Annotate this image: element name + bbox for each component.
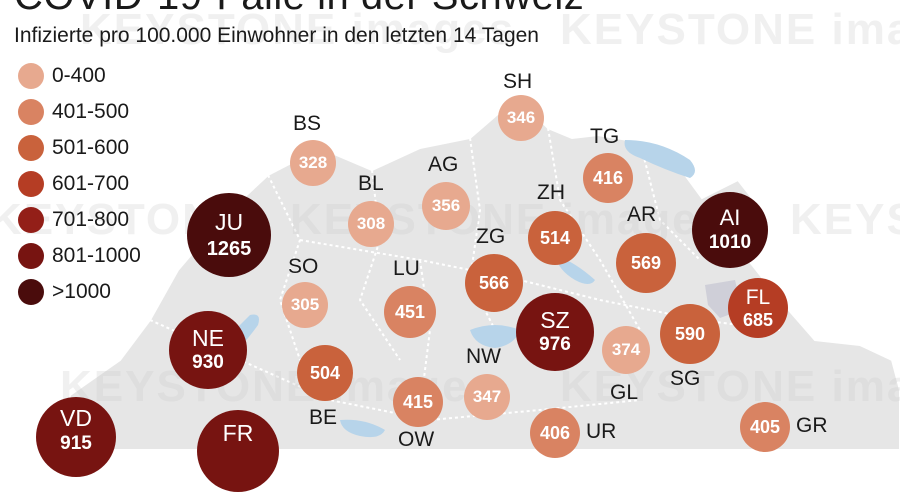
legend-swatch [18,207,44,233]
canton-label-ar: AR [627,203,657,226]
legend-swatch [18,279,44,305]
canton-value-be: 504 [309,362,341,383]
canton-bubble-zg: 566 [465,254,523,312]
canton-label-lu: LU [393,257,420,280]
legend-label: 401-500 [52,100,130,123]
canton-label-ju: JU [214,209,244,236]
canton-bubble-tg: 416 [583,153,633,203]
canton-label-ag: AG [428,153,459,176]
legend-label: 801-1000 [52,244,141,267]
canton-value-gr: 405 [749,416,781,437]
canton-label-zg: ZG [476,225,506,248]
canton-bubble-gl: 374 [602,326,650,374]
canton-label-vd: VD [60,405,92,431]
canton-bubble-ne: NE 930 [169,311,247,389]
legend-label: >1000 [52,280,111,303]
canton-label-bl: BL [358,172,384,195]
canton-value-sg: 590 [674,323,706,344]
canton-label-ur: UR [586,420,617,443]
canton-bubble-zh: 514 [528,211,582,265]
canton-label-bs: BS [293,112,322,135]
canton-label-sz: SZ [540,306,570,333]
canton-bubble-be: 504 [297,345,353,401]
canton-value-ju: 1265 [206,237,252,260]
canton-value-ne: 930 [192,352,224,374]
canton-bubble-gr: 405 [740,402,790,452]
canton-value-bl: 308 [356,214,386,233]
canton-label-sg: SG [670,367,701,390]
canton-bubble-fr: FR [197,410,279,492]
canton-label-tg: TG [590,125,620,148]
canton-bubble-ju: JU 1265 [187,193,271,277]
legend-label: 601-700 [52,172,130,195]
canton-label-zh: ZH [537,181,565,204]
lake-constance [624,140,695,178]
canton-value-sz: 976 [539,334,571,356]
canton-value-lu: 451 [394,301,426,322]
canton-bubble-so: 305 [282,282,328,328]
canton-label-ai: AI [719,205,741,231]
canton-value-nw: 347 [472,387,502,406]
canton-bubble-ag: 356 [422,182,470,230]
canton-bubble-sh: 346 [498,95,544,141]
canton-value-ag: 356 [431,196,461,215]
canton-label-so: SO [288,255,319,278]
chart-subtitle: Infizierte pro 100.000 Einwohner in den … [14,24,539,47]
canton-value-tg: 416 [592,167,624,188]
canton-value-vd: 915 [60,432,92,454]
legend-label: 701-800 [52,208,130,231]
canton-value-sh: 346 [506,108,536,127]
legend-label: 0-400 [52,64,106,87]
legend-label: 501-600 [52,136,130,159]
lake-lucerne [470,325,520,348]
canton-value-zg: 566 [478,272,510,293]
legend-swatch [18,243,44,269]
legend-swatch [18,171,44,197]
canton-value-gl: 374 [611,340,641,359]
canton-value-ur: 406 [539,422,571,443]
canton-bubble-sg: 590 [660,304,720,364]
canton-bubble-ai: AI 1010 [692,192,768,268]
lake-thun [340,419,385,438]
legend-swatch [18,63,44,89]
canton-bubble-ur: 406 [530,408,580,458]
canton-bubble-lu: 451 [384,286,436,338]
canton-label-gl: GL [610,381,639,404]
canton-value-fl: 685 [742,309,774,330]
canton-bubble-fl: FL 685 [728,278,788,338]
canton-label-ne: NE [192,324,224,351]
canton-value-ar: 569 [630,252,662,273]
canton-value-bs: 328 [298,153,328,172]
canton-value-ow: 415 [402,391,434,412]
canton-bubble-ar: 569 [616,233,676,293]
canton-bubble-nw: 347 [464,374,510,420]
canton-value-so: 305 [290,295,320,314]
legend-swatch [18,135,44,161]
canton-label-be: BE [309,406,338,429]
canton-value-zh: 514 [539,227,571,248]
canton-label-gr: GR [796,414,828,437]
chart-title: COVID-19-Fälle in der Schweiz [14,0,584,19]
canton-bubble-vd: VD 915 [36,397,116,477]
canton-label-sh: SH [503,70,533,93]
canton-value-ai: 1010 [708,231,752,253]
canton-label-fr: FR [222,420,254,446]
canton-bubble-bs: 328 [290,140,336,186]
canton-label-fl: FL [745,285,771,309]
canton-bubble-sz: SZ 976 [516,293,594,371]
canton-bubble-ow: 415 [393,377,443,427]
canton-label-nw: NW [466,345,501,368]
canton-bubble-bl: 308 [348,201,394,247]
canton-label-ow: OW [398,428,435,451]
legend-swatch [18,99,44,125]
